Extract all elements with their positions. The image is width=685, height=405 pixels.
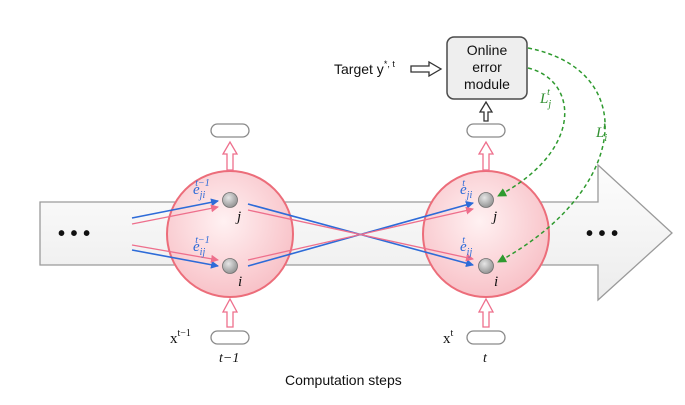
node-i-right — [478, 258, 494, 274]
learning-signal-j — [497, 67, 566, 197]
target-arrow — [410, 60, 443, 78]
trace-ji-left: ejit−1 — [193, 178, 210, 201]
trace-ij-left: eijt−1 — [193, 235, 210, 258]
output-to-module-arrow — [478, 100, 494, 122]
cross-arrow-pink-i-to-j — [247, 206, 474, 261]
target-label: Target y*, t — [334, 59, 395, 77]
input-arrow-blue-to-j-left — [131, 198, 219, 219]
input-box-right — [466, 330, 506, 345]
node-j-left-label: j — [235, 209, 241, 225]
input-arrow-right — [477, 297, 495, 328]
loss-label-j: Ljt — [539, 87, 551, 110]
input-arrow-left — [221, 297, 239, 328]
output-box-right — [466, 123, 506, 138]
step-label-left: t−1 — [219, 351, 239, 366]
input-arrow-blue-to-i-left — [131, 249, 219, 269]
loss-label-i: Lit — [595, 121, 607, 144]
input-box-left — [210, 330, 250, 345]
error-module-line1: Online — [467, 42, 508, 58]
output-box-left — [210, 123, 250, 138]
output-arrow-left — [221, 140, 239, 171]
node-i-left — [222, 258, 238, 274]
node-j-left — [222, 192, 238, 208]
learning-signal-i — [497, 47, 606, 263]
node-j-right-label: j — [491, 209, 497, 225]
error-module-box — [446, 36, 528, 100]
error-module-line3: module — [464, 76, 510, 92]
node-i-left-label: i — [238, 274, 242, 290]
x-axis-caption: Computation steps — [285, 372, 402, 388]
input-arrow-pink-to-i-left — [131, 244, 219, 263]
node-j-right — [478, 192, 494, 208]
step-left-circle — [166, 170, 294, 298]
trace-ji-right: ejit — [460, 178, 472, 201]
input-arrow-pink-to-j-left — [131, 204, 219, 225]
step-right-circle — [422, 170, 550, 298]
output-arrow-right — [477, 140, 495, 171]
input-label-left: xt−1 — [170, 328, 191, 347]
input-label-right: xt — [443, 328, 454, 347]
node-i-right-label: i — [494, 274, 498, 290]
trace-ij-right: eijt — [460, 235, 472, 258]
ellipsis-left: • • • — [58, 223, 90, 245]
ellipsis-right: • • • — [586, 223, 618, 245]
error-module-line2: error — [472, 59, 502, 75]
step-label-right: t — [483, 351, 488, 366]
